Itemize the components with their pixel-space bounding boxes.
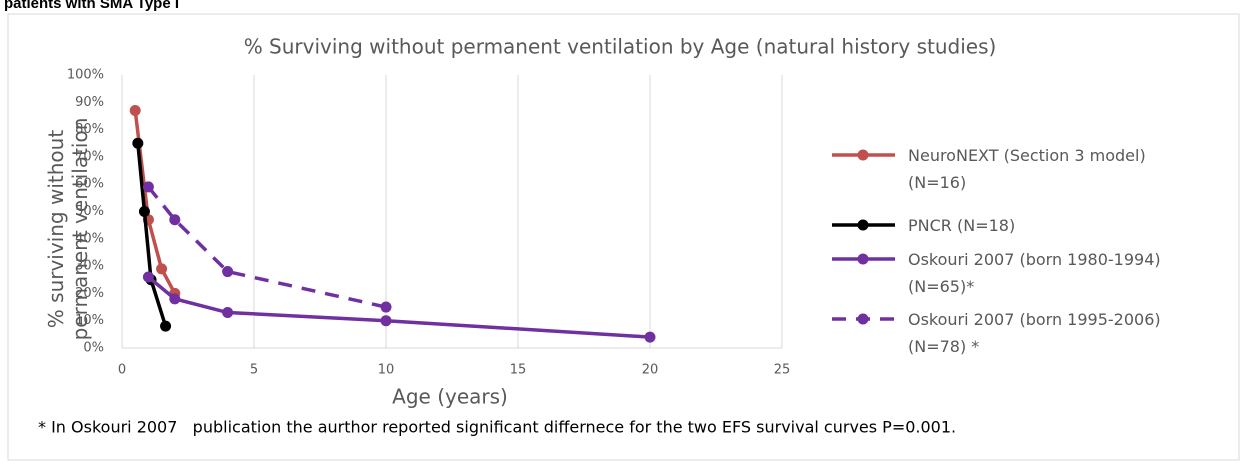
chart-border: [7, 13, 1240, 461]
point: [222, 307, 234, 319]
point: [380, 301, 392, 313]
y-tick-label: 100%: [67, 68, 104, 83]
x-tick-label: 10: [378, 363, 395, 378]
series-line: [147, 275, 651, 339]
series-line: [133, 110, 177, 295]
point: [132, 137, 144, 149]
y-tick-label: 50%: [75, 204, 104, 219]
x-tick-label: 5: [250, 363, 258, 378]
point: [160, 320, 172, 332]
point: [142, 271, 154, 283]
x-tick-label: 20: [642, 363, 659, 378]
y-tick-label: 0%: [83, 341, 104, 356]
legend-marker: [857, 313, 869, 325]
legend-label: Oskouri 2007 (born 1995-2006) (N=78) *: [908, 310, 1161, 356]
point: [169, 293, 181, 305]
point: [142, 181, 154, 193]
y-tick-label: 60%: [75, 177, 104, 192]
y-tick-label: 90%: [75, 95, 104, 110]
point: [644, 331, 656, 343]
x-axis-label: Age (years): [392, 385, 508, 409]
point: [138, 206, 150, 217]
y-tick-label: 20%: [75, 286, 104, 301]
y-tick-label: 30%: [75, 259, 104, 274]
point: [156, 263, 168, 275]
series-line: [147, 185, 387, 309]
y-tick-label: 10%: [75, 313, 104, 328]
footnote: * In Oskouri 2007 publication the aurtho…: [38, 418, 956, 437]
point: [169, 214, 181, 226]
header: patients with SMA Type I: [4, 0, 179, 12]
y-tick-label: 40%: [75, 231, 104, 246]
x-tick-label: 15: [510, 363, 527, 378]
legend-label: PNCR (N=18): [908, 216, 1016, 235]
legend-marker: [857, 219, 869, 231]
y-axis-label: % surviving without permanent ventilatio…: [44, 117, 92, 341]
legend-marker: [857, 253, 869, 265]
point: [380, 315, 392, 327]
legend-marker: [857, 149, 869, 161]
chart-title: % Surviving without permanent ventilatio…: [244, 35, 997, 59]
point: [129, 104, 141, 116]
y-tick-label: 70%: [75, 149, 104, 164]
legend-label: Oskouri 2007 (born 1980-1994) (N=65)*: [908, 250, 1161, 296]
x-tick-label: 25: [774, 363, 791, 378]
point: [222, 266, 234, 278]
x-tick-label: 0: [118, 363, 126, 378]
y-tick-label: 80%: [75, 122, 104, 137]
series-line: [136, 143, 168, 327]
legend-label: NeuroNEXT (Section 3 model) (N=16): [908, 146, 1146, 192]
